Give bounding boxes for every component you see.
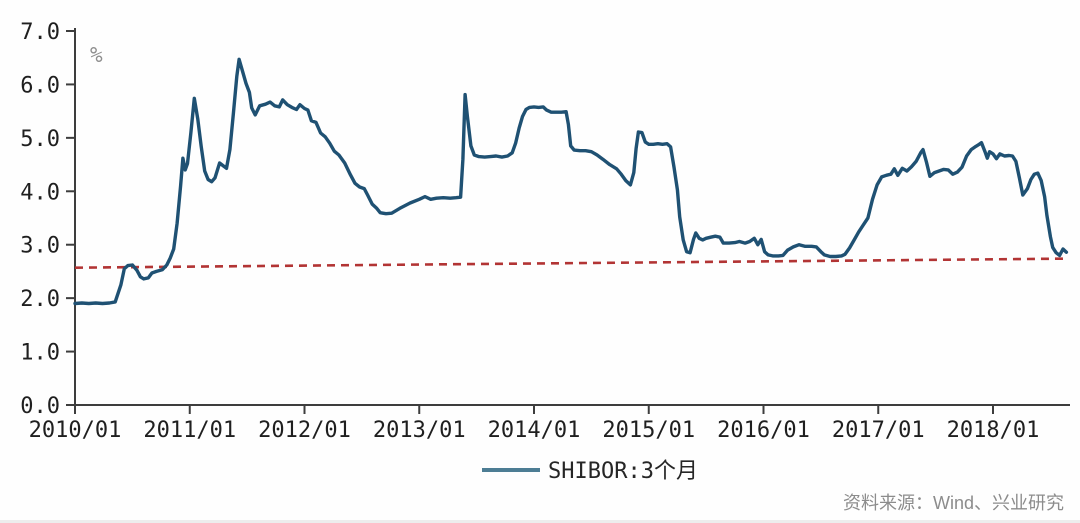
x-tick-label: 2010/01 [29,418,122,443]
y-tick-label: 2.0 [20,287,60,312]
bottom-edge-strip [0,520,1080,523]
y-tick-label: 4.0 [20,180,60,205]
x-tick-label: 2015/01 [602,418,695,443]
y-tick-label: 5.0 [20,127,60,152]
x-tick-label: 2012/01 [258,418,351,443]
legend: SHIBOR:3个月 [482,459,698,484]
y-tick-label: 6.0 [20,73,60,98]
y-tick-label: 0.0 [20,394,60,419]
y-tick-label: 1.0 [20,341,60,366]
y-tick-label: 7.0 [20,20,60,45]
shibor-series-line [73,57,1069,306]
reference-dashed-line [74,257,1069,269]
x-tick-label: 2016/01 [717,418,810,443]
x-tick-label: 2017/01 [832,418,925,443]
x-tick-label: 2011/01 [143,418,236,443]
series-lines [73,57,1069,306]
source-note: 资料来源：Wind、兴业研究 [843,493,1064,513]
x-tick-label: 2013/01 [373,418,466,443]
y-tick-label: 3.0 [20,234,60,259]
y-axis-unit-label: % [90,43,103,67]
axes [74,28,1070,406]
x-tick-label: 2018/01 [947,418,1040,443]
x-tick-label: 2014/01 [488,418,581,443]
axis-ticks: 0.0 1.0 2.0 3.0 4.0 5.0 6.0 7.0 2010/01 2011/01 20… [20,20,1039,443]
legend-label: SHIBOR:3个月 [548,459,698,484]
